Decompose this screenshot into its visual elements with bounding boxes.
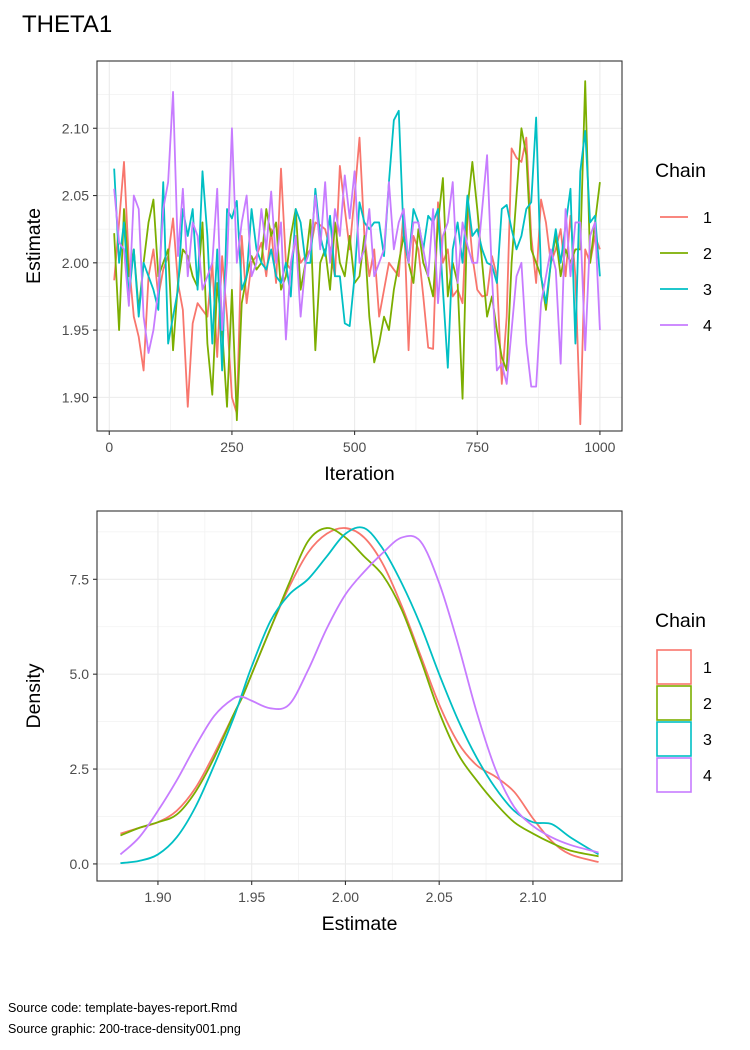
source-code-caption: Source code: template-bayes-report.Rmd xyxy=(8,1001,238,1015)
x-tick-label: 0 xyxy=(105,439,113,455)
y-tick-label: 2.00 xyxy=(62,255,89,271)
legend-label-chain-1: 1 xyxy=(703,660,712,677)
series-line-chain-2 xyxy=(113,80,601,422)
legend-key-chain-4 xyxy=(656,757,692,793)
x-tick-label: 250 xyxy=(220,439,244,455)
panel-background xyxy=(97,511,622,881)
x-tick-label: 500 xyxy=(343,439,367,455)
x-axis-title: Iteration xyxy=(324,463,394,485)
source-graphic-caption: Source graphic: 200-trace-density001.png xyxy=(8,1022,241,1036)
legend-label-chain-3: 3 xyxy=(703,732,712,749)
legend-label-chain-1: 1 xyxy=(703,210,712,227)
x-tick-label: 1000 xyxy=(584,439,615,455)
y-tick-label: 2.5 xyxy=(70,761,90,777)
legend-label-chain-4: 4 xyxy=(703,768,712,785)
legend-label-chain-2: 2 xyxy=(703,246,712,263)
legend-key-chain-3 xyxy=(656,721,692,757)
legend: Chain 1 2 3 4 xyxy=(655,160,712,335)
y-tick-label: 2.05 xyxy=(62,188,89,204)
panel-border xyxy=(96,60,623,432)
series-line-chain-4 xyxy=(113,91,601,388)
legend-title: Chain xyxy=(655,610,706,632)
y-axis-title: Estimate xyxy=(23,208,45,284)
y-tick-label: 5.0 xyxy=(70,666,90,682)
series-line-chain-3 xyxy=(113,109,601,372)
x-axis-title: Estimate xyxy=(322,913,398,935)
legend-label-chain-4: 4 xyxy=(703,318,712,335)
series-line-chain-2 xyxy=(120,527,599,858)
panel-border xyxy=(96,510,623,882)
legend-title: Chain xyxy=(655,160,706,182)
x-tick-label: 1.90 xyxy=(144,889,171,905)
series-line-chain-4 xyxy=(119,535,599,856)
legend-key-chain-1 xyxy=(656,649,692,685)
y-axis-title: Density xyxy=(23,663,45,728)
density-plot: 1.90 1.95 2.00 2.05 2.10 0.0 2.5 5.0 7.5 Estimate… xyxy=(23,510,712,935)
x-tick-label: 2.00 xyxy=(332,889,359,905)
y-tick-label: 1.95 xyxy=(62,322,89,338)
x-tick-label: 750 xyxy=(466,439,490,455)
panel-background xyxy=(97,61,622,431)
x-tick-label: 1.95 xyxy=(238,889,265,905)
y-tick-label: 2.10 xyxy=(62,120,89,136)
legend-label-chain-2: 2 xyxy=(703,696,712,713)
series-group xyxy=(119,526,600,865)
y-tick-label: 0.0 xyxy=(70,856,90,872)
trace-plot: 0 250 500 750 1000 1.90 1.95 2.00 2.05 2.10 Iterat… xyxy=(23,60,712,485)
x-tick-label: 2.10 xyxy=(519,889,546,905)
legend-key-chain-2 xyxy=(656,685,692,721)
y-tick-label: 7.5 xyxy=(70,571,90,587)
figure-title: THETA1 xyxy=(22,11,112,38)
x-tick-label: 2.05 xyxy=(426,889,453,905)
y-tick-label: 1.90 xyxy=(62,389,89,405)
series-line-chain-1 xyxy=(120,527,599,863)
legend-label-chain-3: 3 xyxy=(703,282,712,299)
series-group xyxy=(113,80,601,426)
series-line-chain-3 xyxy=(120,526,600,865)
legend: Chain 1 2 3 4 xyxy=(655,610,712,793)
